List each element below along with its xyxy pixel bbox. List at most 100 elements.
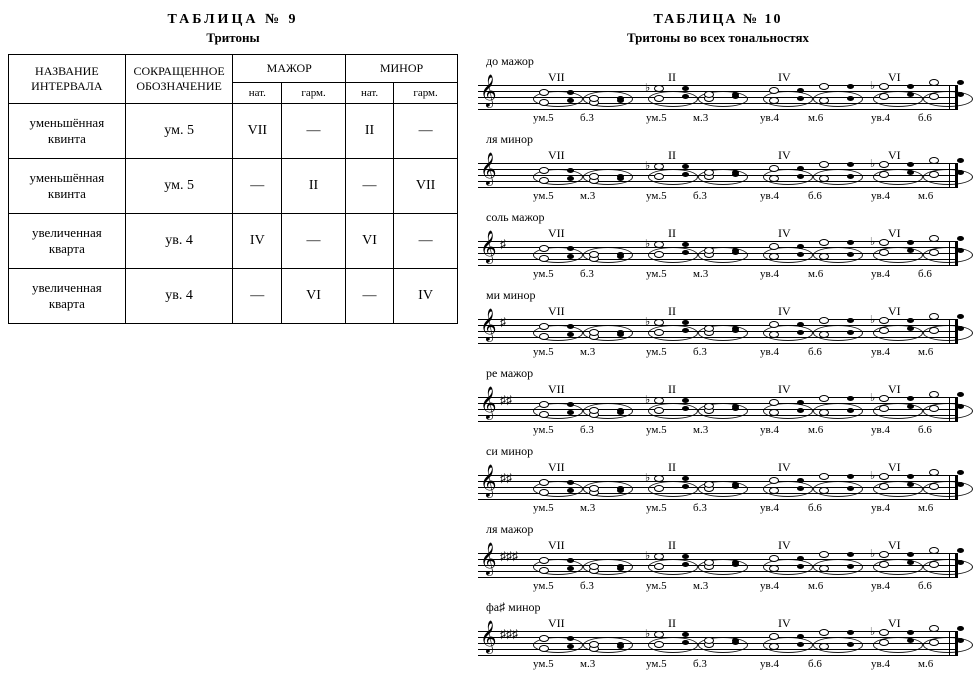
- note-pair: [698, 397, 746, 421]
- interval-label: б.6: [808, 502, 822, 514]
- note-pair: [763, 397, 811, 421]
- interval-label: б.6: [808, 190, 822, 202]
- note-pair: [763, 85, 811, 109]
- note-pair: [923, 631, 971, 655]
- note-pair: [763, 553, 811, 577]
- th-minor: МИНОР: [345, 55, 457, 83]
- key-signature: ♯: [500, 238, 506, 250]
- note-pair: [583, 631, 631, 655]
- interval-label: ув.4: [760, 112, 779, 124]
- staff-row: VIIIIIVVI𝄞♭♭ум.5м.3ум.5б.3ув.4б.6ув.4м.6: [478, 148, 958, 206]
- note-pair: ♭: [873, 319, 921, 343]
- roman-numeral: II: [668, 226, 676, 241]
- roman-numeral: VII: [548, 538, 565, 553]
- roman-numeral: VI: [888, 304, 901, 319]
- note-pair: [533, 397, 581, 421]
- note-pair: [533, 85, 581, 109]
- note-pair: ♭: [648, 475, 696, 499]
- accidental: ♭: [645, 629, 650, 640]
- interval-label: м.6: [808, 112, 823, 124]
- interval-label: м.3: [580, 658, 595, 670]
- roman-numeral: II: [668, 616, 676, 631]
- note-pair: [698, 163, 746, 187]
- key-label: ми минор: [486, 288, 958, 303]
- interval-labels: ум.5м.3ум.5б.3ув.4б.6ув.4м.6: [478, 346, 958, 360]
- note-pair: [533, 631, 581, 655]
- roman-numeral: II: [668, 382, 676, 397]
- treble-clef-icon: 𝄞: [480, 468, 497, 496]
- key-label: фа♯ минор: [486, 600, 958, 615]
- accidental: ♭: [645, 551, 650, 562]
- interval-label: м.6: [918, 346, 933, 358]
- roman-numeral: VI: [888, 148, 901, 163]
- note-pair: [583, 85, 631, 109]
- note-pair: [923, 397, 971, 421]
- note-pair: [923, 319, 971, 343]
- staff-row: VIIIIIVVI𝄞♯♯♯♭♭ум.5б.3ум.5м.3ув.4м.6ув.4…: [478, 538, 958, 596]
- roman-numeral: VI: [888, 616, 901, 631]
- cell-name: уменьшённая квинта: [9, 104, 126, 159]
- note-pair: ♭: [648, 397, 696, 421]
- note-pair: ♭: [648, 163, 696, 187]
- cell-min-nat: II: [345, 104, 393, 159]
- roman-row: VIIIIIVVI: [478, 460, 958, 474]
- interval-label: ум.5: [533, 190, 554, 202]
- roman-numeral: VII: [548, 616, 565, 631]
- table-9: ТАБЛИЦА № 9 Тритоны НАЗВАНИЕ ИНТЕРВАЛА С…: [8, 8, 458, 678]
- key-label: ля минор: [486, 132, 958, 147]
- accidental: ♭: [870, 393, 875, 404]
- roman-numeral: IV: [778, 226, 791, 241]
- key-signature: ♯♯: [500, 394, 512, 406]
- roman-numeral: VI: [888, 226, 901, 241]
- note-pair: ♭: [648, 85, 696, 109]
- note-pair: [763, 163, 811, 187]
- interval-label: м.3: [580, 346, 595, 358]
- roman-numeral: VII: [548, 148, 565, 163]
- note-pair: [583, 397, 631, 421]
- note-pair: [813, 241, 861, 265]
- th-abbr: СОКРАЩЕННОЕ ОБОЗНАЧЕНИЕ: [125, 55, 233, 104]
- roman-numeral: IV: [778, 616, 791, 631]
- interval-label: б.3: [580, 424, 594, 436]
- note-pair: ♭: [648, 241, 696, 265]
- note-pair: [583, 241, 631, 265]
- interval-label: б.3: [580, 580, 594, 592]
- note-pair: ♭: [873, 397, 921, 421]
- roman-numeral: IV: [778, 538, 791, 553]
- note-pair: [533, 163, 581, 187]
- note-pair: [583, 319, 631, 343]
- triton-table: НАЗВАНИЕ ИНТЕРВАЛА СОКРАЩЕННОЕ ОБОЗНАЧЕН…: [8, 54, 458, 324]
- note-pair: ♭: [648, 319, 696, 343]
- interval-label: ум.5: [646, 580, 667, 592]
- interval-label: ум.5: [533, 658, 554, 670]
- cell-min-harm: IV: [394, 269, 458, 324]
- interval-labels: ум.5м.3ум.5б.3ув.4б.6ув.4м.6: [478, 658, 958, 672]
- roman-row: VIIIIIVVI: [478, 382, 958, 396]
- note-pair: [813, 85, 861, 109]
- interval-label: м.6: [808, 580, 823, 592]
- interval-label: ув.4: [871, 112, 890, 124]
- interval-label: м.3: [580, 502, 595, 514]
- treble-clef-icon: 𝄞: [480, 156, 497, 184]
- note-pair: ♭: [648, 631, 696, 655]
- interval-label: ум.5: [646, 658, 667, 670]
- roman-row: VIIIIIVVI: [478, 226, 958, 240]
- interval-label: м.6: [918, 190, 933, 202]
- accidental: ♭: [870, 81, 875, 92]
- note-pair: [763, 475, 811, 499]
- interval-label: б.6: [918, 580, 932, 592]
- interval-label: ум.5: [533, 502, 554, 514]
- accidental: ♭: [645, 395, 650, 406]
- note-pair: [698, 475, 746, 499]
- treble-clef-icon: 𝄞: [480, 78, 497, 106]
- interval-label: ум.5: [533, 580, 554, 592]
- roman-numeral: II: [668, 148, 676, 163]
- note-pair: [813, 397, 861, 421]
- interval-label: ув.4: [760, 580, 779, 592]
- interval-label: ув.4: [871, 658, 890, 670]
- roman-numeral: II: [668, 304, 676, 319]
- accidental: ♭: [645, 83, 650, 94]
- cell-name: уменьшённая квинта: [9, 159, 126, 214]
- roman-numeral: VII: [548, 304, 565, 319]
- interval-labels: ум.5б.3ум.5м.3ув.4м.6ув.4б.6: [478, 268, 958, 282]
